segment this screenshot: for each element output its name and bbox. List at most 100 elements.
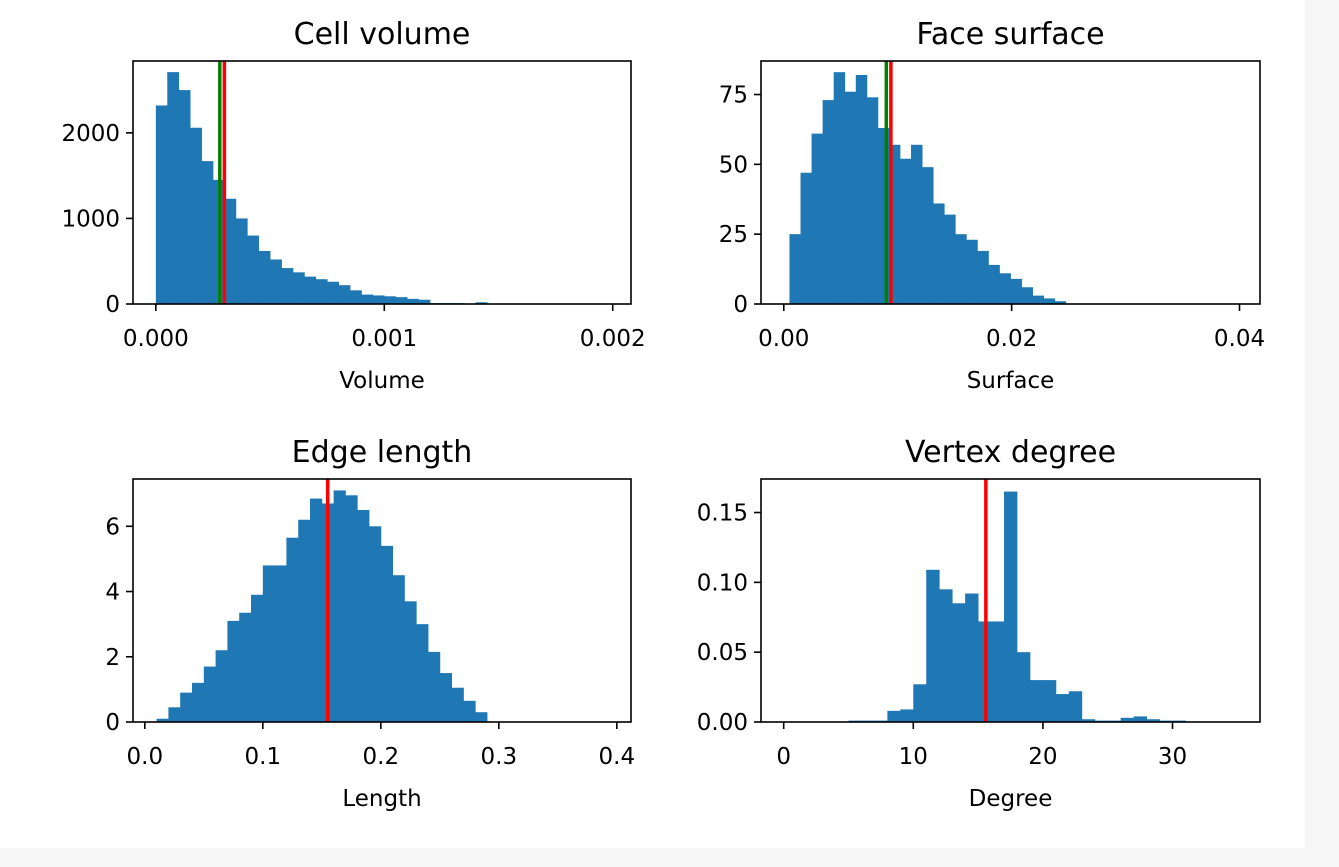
x-axis-label: Length: [342, 786, 421, 812]
y-tick-label: 75: [719, 83, 748, 109]
histogram-bar: [1055, 694, 1070, 722]
histogram-bar: [350, 290, 362, 304]
histogram-bar: [190, 127, 202, 305]
histogram-bar: [939, 589, 953, 722]
histogram-bar: [866, 97, 879, 304]
histogram-bar: [167, 72, 180, 305]
histogram-bar: [201, 161, 214, 304]
histogram-bar: [475, 712, 488, 722]
y-tick-label: 0.05: [697, 640, 748, 666]
histogram-bar: [1032, 295, 1045, 304]
histogram-bar: [952, 603, 966, 722]
x-tick-label: 0.4: [599, 744, 636, 770]
histogram-bar: [395, 297, 408, 304]
histogram-bar: [338, 285, 351, 304]
histogram-bar: [224, 198, 237, 304]
histogram-bar: [988, 264, 1000, 304]
subplot-1: 0.00 0.02 0.04 0 25 50 75 Face surface Surface: [719, 17, 1265, 394]
subplot-title: Face surface: [916, 17, 1104, 52]
subplot-title: Cell volume: [294, 17, 471, 52]
figure-canvas: 0.000 0.001 0.002 0 1000 2000 Cell volume Volum…: [61, 17, 1266, 812]
x-tick-label: 0.000: [123, 326, 189, 352]
histogram-bar: [1029, 680, 1044, 722]
y-tick-label: 50: [719, 152, 748, 178]
histogram-bar: [298, 519, 311, 722]
histogram-bar: [247, 235, 260, 304]
histogram-bar: [384, 296, 397, 304]
x-tick-label: 0.04: [1214, 326, 1265, 352]
histogram-bar: [1004, 491, 1018, 722]
histogram-bar: [1016, 652, 1031, 722]
axes-frame: [760, 60, 1261, 305]
y-tick-label: 2: [105, 645, 120, 671]
histogram-bar: [404, 601, 417, 722]
histogram-bar: [180, 692, 193, 722]
histogram-bar: [965, 593, 979, 722]
histogram-bar: [292, 272, 305, 304]
histogram-bar: [428, 651, 441, 722]
histogram-bar: [156, 718, 169, 722]
histogram-bar: [258, 250, 271, 304]
histogram-bar: [310, 498, 323, 722]
histogram-bar: [178, 90, 191, 304]
histogram-bar: [239, 612, 252, 722]
subplot-0: 0.000 0.001 0.002 0 1000 2000 Cell volume Volum…: [61, 17, 645, 394]
x-tick-label: 10: [899, 744, 928, 770]
y-tick-label: 0.15: [697, 501, 748, 527]
histogram-bar: [999, 273, 1011, 304]
histogram-bar: [1042, 680, 1057, 722]
histogram-bar: [251, 594, 264, 722]
histogram-bar: [345, 495, 358, 722]
histogram-bar: [270, 259, 282, 304]
histogram-bar: [926, 569, 940, 722]
histogram-bar: [281, 268, 294, 304]
axes-frame: [132, 60, 632, 305]
histogram-bar: [168, 707, 181, 722]
x-tick-label: 0.001: [351, 326, 417, 352]
x-tick-label: 0.00: [758, 326, 809, 352]
histogram-bar: [475, 302, 488, 304]
histogram-bar: [227, 620, 240, 722]
histogram-bar: [439, 673, 453, 722]
histogram-bar: [327, 281, 339, 304]
histogram-bar: [235, 218, 248, 304]
histogram-bar: [262, 565, 276, 722]
subplot-2: 0.0 0.1 0.2 0.3 0.4 0 2 4 6 Edge length Length: [105, 435, 635, 812]
histogram-bar: [1043, 298, 1056, 304]
histogram-bar: [977, 250, 989, 304]
histogram-bar: [333, 490, 346, 722]
x-tick-label: 0.2: [363, 744, 400, 770]
y-tick-label: 0.00: [697, 710, 748, 736]
x-tick-label: 0.002: [580, 326, 646, 352]
histogram-bar: [811, 133, 824, 304]
histogram-bar: [203, 666, 217, 722]
histogram-bar: [1021, 287, 1033, 304]
histogram-bar: [274, 565, 287, 722]
histogram-bar: [944, 214, 956, 304]
histogram-bar: [215, 650, 228, 722]
y-tick-label: 6: [105, 514, 120, 540]
histogram-bar: [1068, 691, 1083, 722]
histogram-bar: [304, 276, 317, 304]
histogram-bar: [887, 710, 901, 722]
histogram-bar: [361, 294, 374, 304]
subplot-title: Vertex degree: [905, 435, 1116, 470]
histogram-bar: [966, 239, 978, 304]
y-tick-label: 0: [733, 292, 748, 318]
histogram-bar: [357, 509, 370, 722]
axes-frame: [132, 478, 632, 723]
y-tick-label: 0: [105, 292, 120, 318]
y-tick-label: 2000: [61, 121, 120, 147]
histogram-bar: [800, 172, 812, 304]
histogram-bar: [380, 545, 394, 722]
histogram-bar: [1010, 278, 1022, 304]
x-tick-label: 20: [1028, 744, 1057, 770]
histogram-bar: [833, 72, 846, 304]
histogram-bar: [911, 144, 923, 304]
histogram-bar: [913, 684, 927, 722]
histogram-bar: [372, 295, 385, 304]
histogram-bar: [1081, 719, 1096, 722]
histogram-bar: [418, 299, 431, 304]
y-tick-label: 4: [105, 580, 120, 606]
